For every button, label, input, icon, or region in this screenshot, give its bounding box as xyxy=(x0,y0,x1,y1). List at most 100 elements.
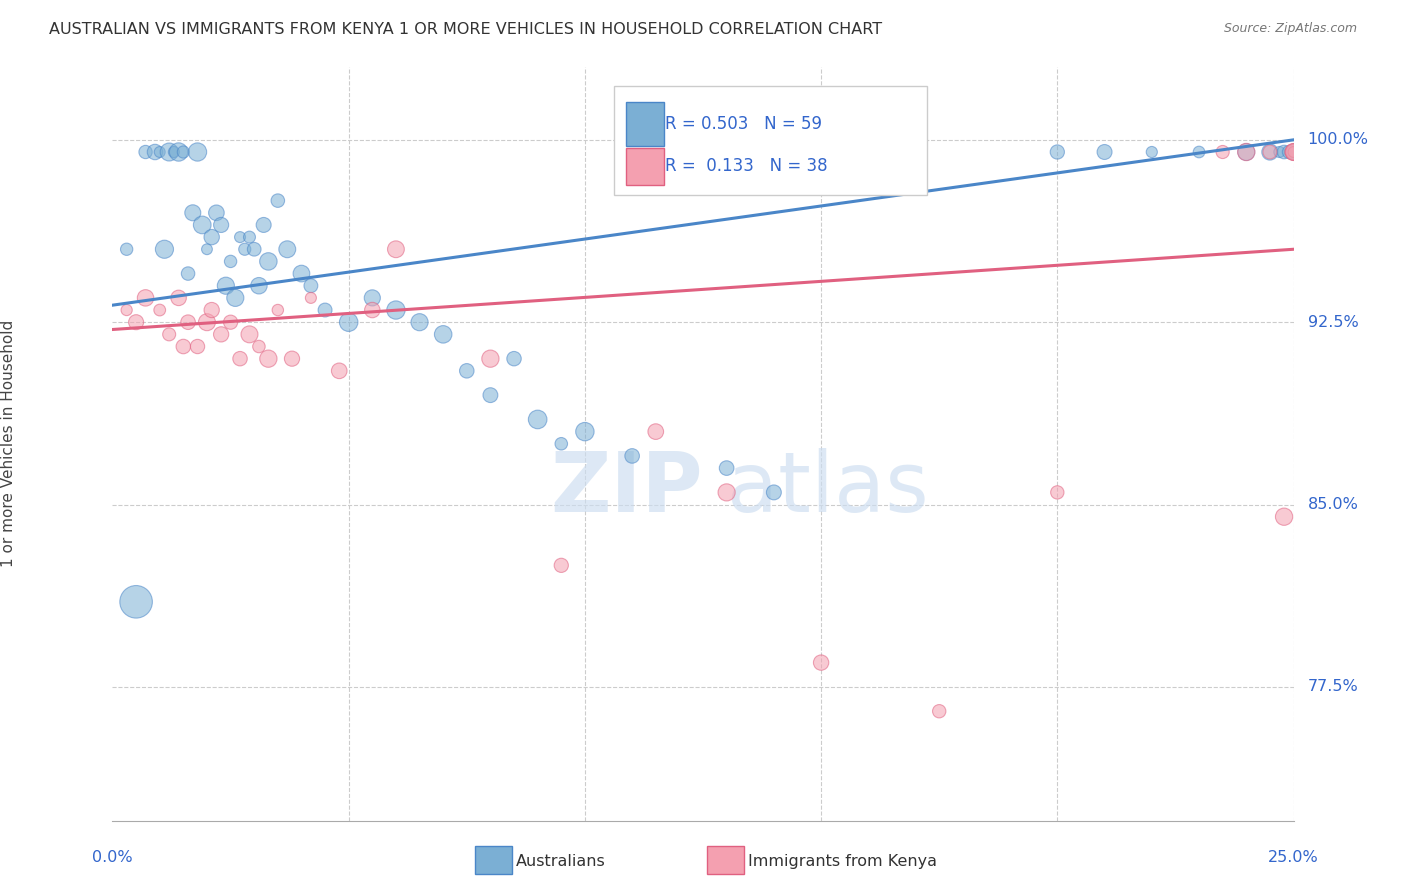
Point xyxy=(177,267,200,281)
Point xyxy=(526,412,548,426)
Point xyxy=(1140,145,1163,159)
Point xyxy=(385,303,408,318)
Point xyxy=(550,558,572,573)
Point xyxy=(408,315,430,329)
Text: 25.0%: 25.0% xyxy=(1268,850,1319,865)
Point xyxy=(328,364,350,378)
Point xyxy=(314,303,336,318)
Point xyxy=(1046,485,1069,500)
Text: 0.0%: 0.0% xyxy=(93,850,132,865)
Point xyxy=(135,291,157,305)
FancyBboxPatch shape xyxy=(614,86,928,195)
Point xyxy=(143,145,166,159)
Point xyxy=(1282,145,1305,159)
Point xyxy=(337,315,360,329)
Point xyxy=(229,351,252,366)
Point xyxy=(195,315,218,329)
Text: AUSTRALIAN VS IMMIGRANTS FROM KENYA 1 OR MORE VEHICLES IN HOUSEHOLD CORRELATION : AUSTRALIAN VS IMMIGRANTS FROM KENYA 1 OR… xyxy=(49,22,883,37)
Point xyxy=(163,145,186,159)
Point xyxy=(361,291,384,305)
Point xyxy=(1282,145,1305,159)
Point xyxy=(479,388,502,402)
Text: R =  0.133   N = 38: R = 0.133 N = 38 xyxy=(665,157,828,176)
Point xyxy=(1258,145,1281,159)
Point xyxy=(1234,145,1257,159)
Point xyxy=(209,218,232,232)
Point xyxy=(1272,145,1295,159)
Point xyxy=(149,303,172,318)
Point xyxy=(644,425,666,439)
Point xyxy=(238,230,260,244)
Point xyxy=(181,206,204,220)
Point xyxy=(215,278,238,293)
Point xyxy=(219,254,242,268)
Point xyxy=(257,351,280,366)
Point xyxy=(167,145,190,159)
FancyBboxPatch shape xyxy=(626,103,664,146)
Point xyxy=(716,461,738,475)
Text: Australians: Australians xyxy=(516,855,606,869)
Point xyxy=(247,339,270,353)
Point xyxy=(716,485,738,500)
Point xyxy=(385,242,408,256)
Point xyxy=(1094,145,1116,159)
Point xyxy=(1046,145,1069,159)
Point xyxy=(191,218,214,232)
Point xyxy=(247,278,270,293)
Text: 1 or more Vehicles in Household: 1 or more Vehicles in Household xyxy=(1,320,15,567)
Point xyxy=(928,704,950,718)
Text: 100.0%: 100.0% xyxy=(1308,132,1368,147)
Point xyxy=(1234,145,1257,159)
Point xyxy=(290,267,312,281)
Point xyxy=(1282,145,1305,159)
Text: ZIP: ZIP xyxy=(551,449,703,530)
Text: 92.5%: 92.5% xyxy=(1308,315,1358,330)
Point xyxy=(153,242,176,256)
Point xyxy=(267,303,290,318)
Point xyxy=(177,315,200,329)
Point xyxy=(201,230,224,244)
Point xyxy=(1282,145,1305,159)
Point xyxy=(810,656,832,670)
Point xyxy=(281,351,304,366)
Point xyxy=(267,194,290,208)
Point xyxy=(276,242,298,256)
Text: Immigrants from Kenya: Immigrants from Kenya xyxy=(748,855,936,869)
Point xyxy=(224,291,246,305)
Point xyxy=(1278,145,1301,159)
Point xyxy=(456,364,478,378)
Point xyxy=(243,242,266,256)
Point xyxy=(115,242,138,256)
Point xyxy=(167,291,190,305)
Point xyxy=(157,327,180,342)
Point xyxy=(172,145,194,159)
Point xyxy=(762,485,785,500)
Text: atlas: atlas xyxy=(727,449,928,530)
Point xyxy=(1258,145,1281,159)
Point xyxy=(172,339,194,353)
Text: 77.5%: 77.5% xyxy=(1308,680,1358,694)
Point xyxy=(229,230,252,244)
Point xyxy=(186,145,208,159)
Point xyxy=(195,242,218,256)
Point xyxy=(503,351,526,366)
Point xyxy=(1282,145,1305,159)
Point xyxy=(299,291,322,305)
Text: Source: ZipAtlas.com: Source: ZipAtlas.com xyxy=(1223,22,1357,36)
Point xyxy=(209,327,232,342)
Point xyxy=(257,254,280,268)
Point xyxy=(125,315,148,329)
Point xyxy=(233,242,256,256)
FancyBboxPatch shape xyxy=(626,147,664,186)
Point xyxy=(201,303,224,318)
Point xyxy=(135,145,157,159)
Point xyxy=(205,206,228,220)
Point xyxy=(361,303,384,318)
Text: R = 0.503   N = 59: R = 0.503 N = 59 xyxy=(665,115,823,133)
Point xyxy=(299,278,322,293)
Point xyxy=(479,351,502,366)
Point xyxy=(253,218,276,232)
Point xyxy=(149,145,172,159)
Point xyxy=(1188,145,1211,159)
Point xyxy=(574,425,596,439)
